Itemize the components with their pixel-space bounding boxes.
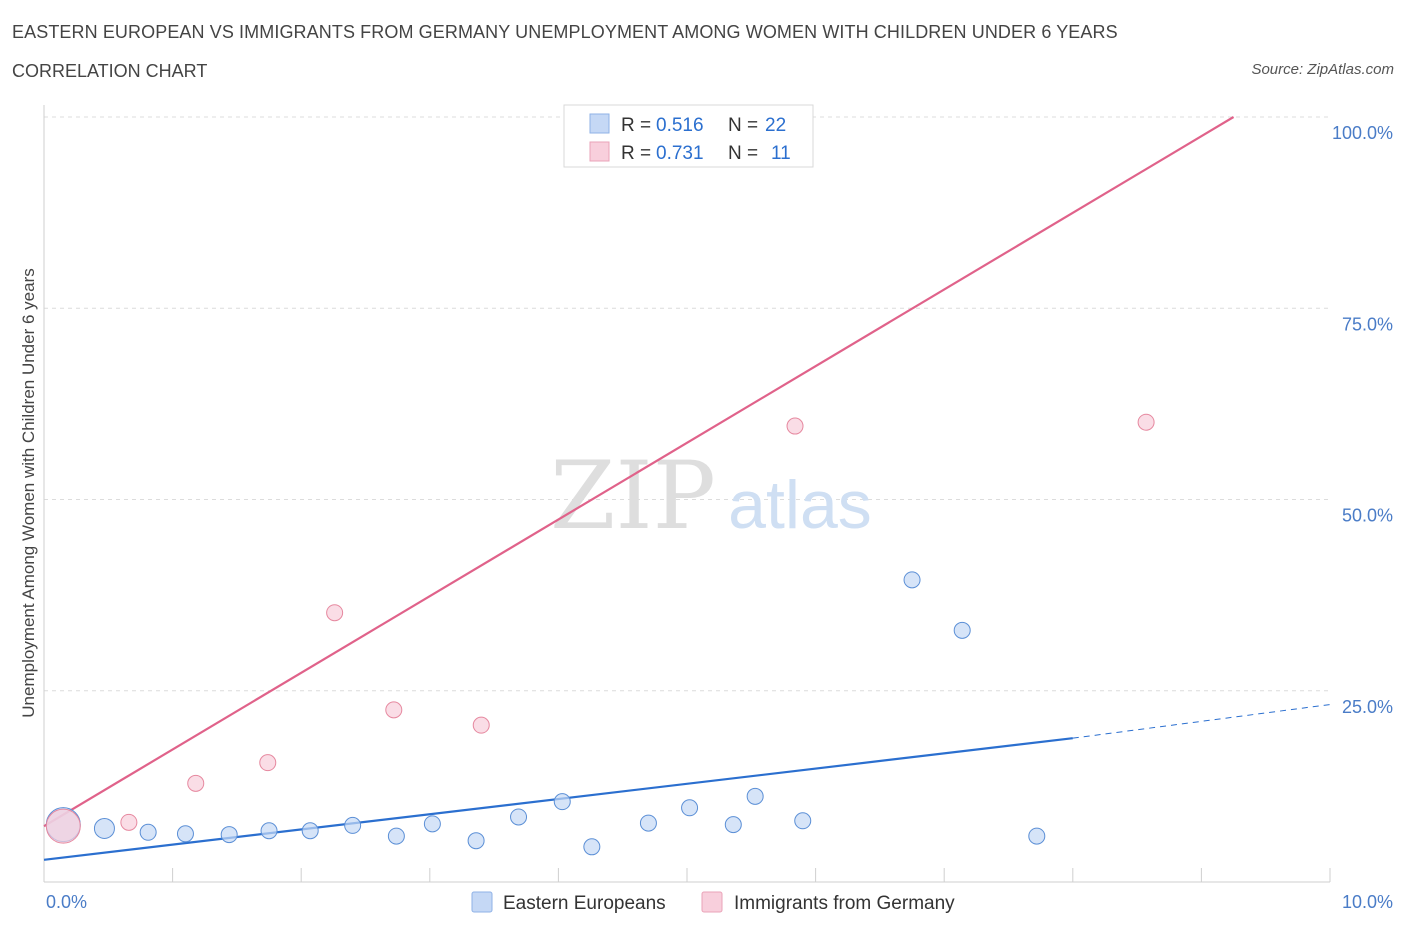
point-eastern-europeans-11 xyxy=(510,808,528,826)
y-tick-labels: 100.0% 75.0% 50.0% 25.0% xyxy=(1332,123,1393,717)
trend-line-immigrants-germany xyxy=(43,116,1235,828)
series-legend-swatch-pink xyxy=(701,891,723,913)
x-tick-label-max: 10.0% xyxy=(1342,892,1393,912)
legend-n-value-2: 11 xyxy=(771,143,791,164)
point-eastern-europeans-9 xyxy=(423,815,441,833)
y-tick-label-0: 100.0% xyxy=(1332,123,1393,143)
point-eastern-europeans-5 xyxy=(260,822,278,840)
chart-subtitle: CORRELATION CHART xyxy=(12,61,208,81)
trend-line-eastern-europeans-extension xyxy=(1072,704,1331,739)
point-eastern-europeans-3 xyxy=(176,825,194,843)
point-immigrants-germany-3 xyxy=(259,754,277,772)
y-axis-label: Unemployment Among Women with Children U… xyxy=(19,268,38,717)
x-axis-ticks xyxy=(172,868,1331,882)
legend-n-value-1: 22 xyxy=(765,115,786,136)
point-immigrants-germany-1 xyxy=(120,813,138,831)
watermark-zip: ZIP xyxy=(550,442,716,551)
point-eastern-europeans-8 xyxy=(387,827,405,845)
series-legend-swatch-blue xyxy=(471,891,493,913)
watermark-atlas: atlas xyxy=(728,467,872,543)
legend-swatch-pink xyxy=(589,141,610,162)
point-immigrants-germany-8 xyxy=(786,417,804,435)
point-eastern-europeans-10 xyxy=(467,832,485,850)
point-eastern-europeans-18 xyxy=(794,812,812,830)
point-eastern-europeans-19 xyxy=(903,571,921,589)
source-label: Source: ZipAtlas.com xyxy=(1251,61,1394,78)
legend-r-label-1: R = xyxy=(621,115,656,136)
series-legend-label-immigrants-germany: Immigrants from Germany xyxy=(734,893,955,914)
point-immigrants-germany-9 xyxy=(1137,413,1155,431)
point-immigrants-germany-6 xyxy=(472,716,490,734)
y-tick-label-3: 25.0% xyxy=(1342,697,1393,717)
point-eastern-europeans-15 xyxy=(681,799,699,817)
point-eastern-europeans-16 xyxy=(724,816,742,834)
grid-lines xyxy=(44,116,1330,692)
chart-title: EASTERN EUROPEAN VS IMMIGRANTS FROM GERM… xyxy=(12,22,1118,42)
correlation-legend: R = 0.516 N = 22 R = 0.731 N = 11 xyxy=(563,104,814,168)
point-immigrants-germany-2 xyxy=(187,774,205,792)
legend-swatch-blue xyxy=(589,113,610,134)
y-tick-label-2: 50.0% xyxy=(1342,506,1393,526)
legend-r-value-2: 0.731 xyxy=(656,143,704,164)
point-eastern-europeans-20 xyxy=(953,621,971,639)
point-eastern-europeans-1 xyxy=(93,817,115,839)
x-tick-label-min: 0.0% xyxy=(46,892,87,912)
point-eastern-europeans-13 xyxy=(583,838,601,856)
series-legend-label-eastern-europeans: Eastern Europeans xyxy=(503,893,666,914)
point-eastern-europeans-14 xyxy=(639,814,657,832)
point-immigrants-germany-5 xyxy=(385,701,403,719)
point-eastern-europeans-12 xyxy=(553,793,571,811)
point-eastern-europeans-17 xyxy=(746,787,764,805)
point-eastern-europeans-4 xyxy=(220,826,238,844)
point-eastern-europeans-7 xyxy=(344,816,362,834)
point-immigrants-germany-0 xyxy=(45,808,81,844)
legend-r-label-2: R = xyxy=(621,143,656,164)
point-eastern-europeans-2 xyxy=(139,823,157,841)
legend-n-label-1: N = xyxy=(728,115,763,136)
point-eastern-europeans-21 xyxy=(1028,827,1046,845)
y-tick-label-1: 75.0% xyxy=(1342,314,1393,334)
series-legend: Eastern Europeans Immigrants from German… xyxy=(471,891,955,914)
point-immigrants-germany-4 xyxy=(326,604,344,622)
legend-n-label-2: N = xyxy=(728,143,763,164)
legend-r-value-1: 0.516 xyxy=(656,115,704,136)
point-eastern-europeans-6 xyxy=(301,822,319,840)
